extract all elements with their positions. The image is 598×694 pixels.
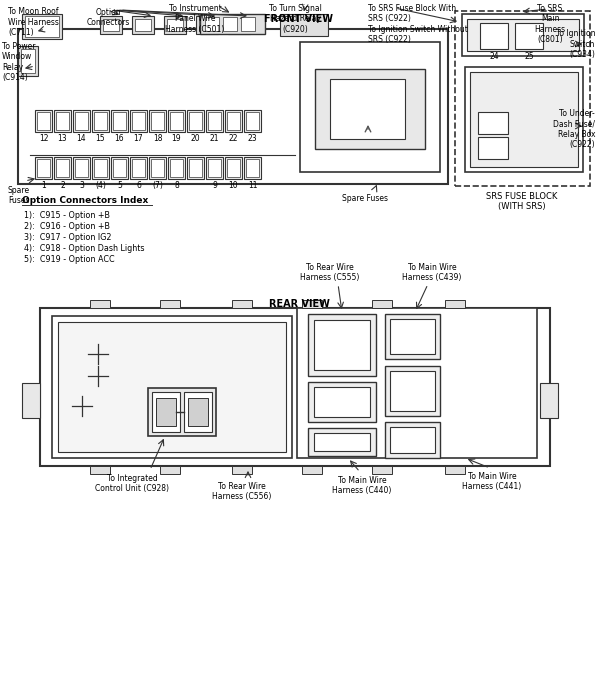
Bar: [462, 14, 584, 56]
Bar: [54, 110, 71, 132]
Bar: [164, 16, 186, 34]
Bar: [280, 14, 328, 36]
Bar: [160, 300, 180, 308]
Text: 13: 13: [57, 133, 68, 142]
Bar: [232, 466, 252, 474]
Text: To Main Wire
Harness (C441): To Main Wire Harness (C441): [462, 472, 521, 491]
Text: SRS FUSE BLOCK
(WITH SRS): SRS FUSE BLOCK (WITH SRS): [486, 192, 558, 212]
Text: 3):  C917 - Option IG2: 3): C917 - Option IG2: [24, 233, 111, 242]
Bar: [58, 322, 286, 452]
Bar: [223, 17, 237, 31]
Bar: [445, 300, 465, 308]
Text: Option Connectors Index: Option Connectors Index: [22, 196, 148, 205]
Bar: [22, 14, 62, 39]
Text: FRONT VIEW: FRONT VIEW: [264, 14, 334, 24]
Bar: [200, 14, 265, 34]
Bar: [227, 112, 240, 130]
Bar: [314, 320, 370, 370]
Text: 19: 19: [172, 133, 181, 142]
Bar: [111, 157, 128, 179]
Bar: [148, 388, 216, 436]
Bar: [130, 157, 147, 179]
Text: 10: 10: [228, 180, 239, 189]
Bar: [196, 16, 218, 34]
Bar: [244, 157, 261, 179]
Text: 23: 23: [248, 133, 257, 142]
Bar: [455, 11, 590, 186]
Bar: [75, 112, 88, 130]
Text: To SRS Fuse Block With
SRS (C922)
To Ignition Switch Without
SRS (C922): To SRS Fuse Block With SRS (C922) To Ign…: [368, 4, 468, 44]
Bar: [103, 19, 119, 31]
Bar: [232, 300, 252, 308]
Bar: [314, 387, 370, 417]
Bar: [445, 466, 465, 474]
Bar: [132, 159, 145, 177]
Text: 20: 20: [191, 133, 200, 142]
Bar: [25, 16, 59, 37]
Bar: [21, 49, 35, 73]
Bar: [189, 112, 202, 130]
Bar: [246, 159, 259, 177]
Text: 17: 17: [134, 133, 144, 142]
Bar: [199, 19, 215, 31]
Bar: [372, 466, 392, 474]
Bar: [35, 110, 52, 132]
Bar: [315, 69, 425, 149]
Bar: [231, 19, 247, 31]
Text: To SRS
Main
Harness
(C801): To SRS Main Harness (C801): [535, 4, 566, 44]
Text: (7): (7): [152, 180, 163, 189]
Bar: [308, 382, 376, 422]
Bar: [90, 466, 110, 474]
Text: 1: 1: [41, 180, 46, 189]
Text: 21: 21: [210, 133, 219, 142]
Bar: [206, 110, 223, 132]
Text: 18: 18: [152, 133, 162, 142]
Text: 1):  C915 - Option +B: 1): C915 - Option +B: [24, 211, 110, 220]
Bar: [385, 366, 440, 416]
Bar: [480, 23, 508, 49]
Text: To Under-
Dash Fuse/
Relay Box
(C922): To Under- Dash Fuse/ Relay Box (C922): [553, 109, 595, 149]
Text: 4):  C918 - Option Dash Lights: 4): C918 - Option Dash Lights: [24, 244, 145, 253]
Bar: [390, 371, 435, 411]
Bar: [22, 383, 40, 418]
Text: Option
Connectors: Option Connectors: [86, 8, 130, 27]
Bar: [184, 392, 212, 432]
Text: 2):  C916 - Option +B: 2): C916 - Option +B: [24, 222, 110, 231]
Bar: [52, 316, 292, 458]
Bar: [297, 308, 537, 458]
Text: To Integrated
Control Unit (C928): To Integrated Control Unit (C928): [95, 474, 169, 493]
Text: 3: 3: [79, 180, 84, 189]
Bar: [73, 157, 90, 179]
Bar: [228, 16, 250, 34]
Bar: [465, 67, 583, 172]
Text: 24: 24: [489, 51, 499, 60]
Bar: [75, 159, 88, 177]
Text: To Power
Window
Relay
(C914): To Power Window Relay (C914): [2, 42, 35, 82]
Bar: [149, 157, 166, 179]
Bar: [302, 300, 322, 308]
Bar: [300, 42, 440, 172]
Bar: [56, 112, 69, 130]
Bar: [94, 112, 107, 130]
Text: 12: 12: [39, 133, 48, 142]
Text: 15: 15: [96, 133, 105, 142]
Text: To Main Wire
Harness (C439): To Main Wire Harness (C439): [402, 262, 462, 282]
Text: To Rear Wire
Harness (C555): To Rear Wire Harness (C555): [300, 262, 359, 282]
Bar: [515, 23, 543, 49]
Bar: [308, 314, 376, 376]
Bar: [246, 112, 259, 130]
Text: 14: 14: [77, 133, 86, 142]
Text: 5):  C919 - Option ACC: 5): C919 - Option ACC: [24, 255, 115, 264]
Bar: [111, 110, 128, 132]
Bar: [149, 110, 166, 132]
Text: Spare Fuses: Spare Fuses: [342, 194, 388, 203]
Text: To Main Wire
Harness (C440): To Main Wire Harness (C440): [332, 476, 392, 496]
Bar: [94, 159, 107, 177]
Bar: [54, 157, 71, 179]
Bar: [168, 110, 185, 132]
Bar: [187, 157, 204, 179]
Text: To Instrument
Panel Wire
Harness (C501): To Instrument Panel Wire Harness (C501): [166, 4, 225, 34]
Bar: [390, 319, 435, 354]
Bar: [241, 17, 255, 31]
Bar: [130, 110, 147, 132]
